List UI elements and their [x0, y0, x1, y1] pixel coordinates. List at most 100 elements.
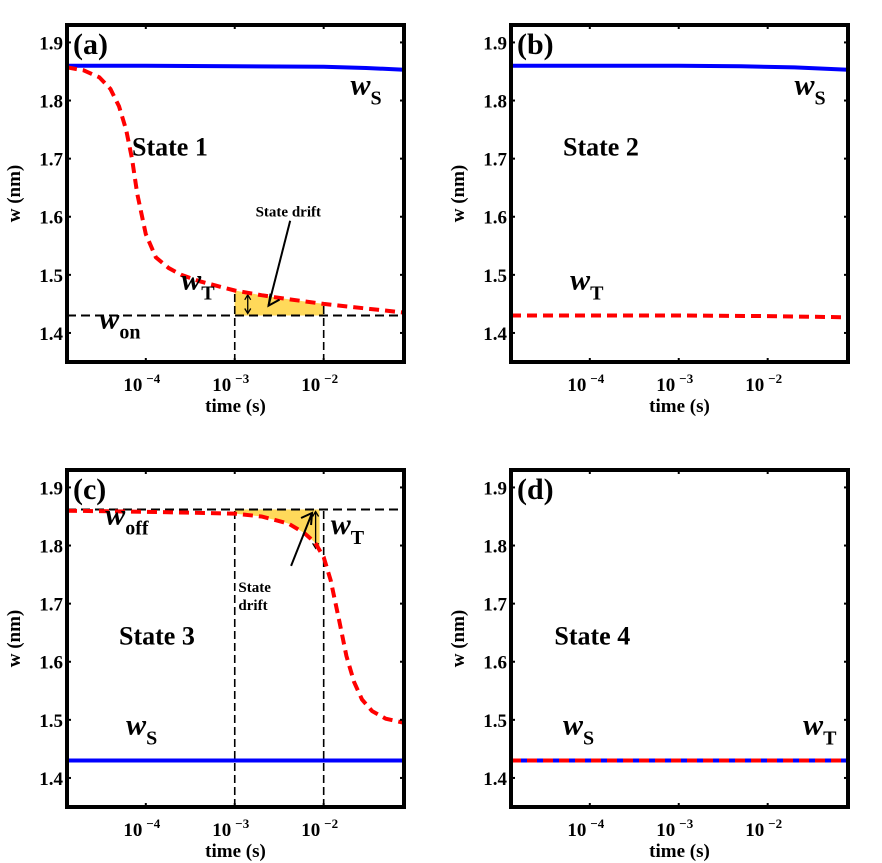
y-tick-label: 1.6 [39, 208, 63, 229]
y-tick-label: 1.7 [39, 150, 63, 171]
x-tick-base: 10 [745, 820, 764, 841]
wt-label-subscript: T [590, 282, 604, 304]
wt-label: wT [331, 508, 365, 549]
y-tick-label: 1.8 [483, 92, 507, 113]
x-tick-exponent: −3 [679, 816, 693, 831]
x-tick-base: 10 [567, 375, 586, 396]
x-tick-exponent: −4 [590, 371, 604, 386]
x-axis-title: time (s) [205, 841, 266, 862]
ws-label: wS [794, 69, 825, 110]
wt-label-subscript: T [201, 282, 215, 304]
wt-label-subscript: T [351, 527, 365, 549]
y-tick-label: 1.5 [39, 711, 63, 732]
y-axis-title: w (nm) [4, 610, 25, 668]
x-axis-title: time (s) [649, 841, 710, 862]
x-axis-title: time (s) [649, 396, 710, 417]
panel-d: 1.4 1.5 1.6 1.7 1.8 1.9 10 −4 10 −3 10 −2 time (s) w … [448, 468, 850, 862]
ws-label-subscript: S [146, 727, 157, 749]
x-tick-base: 10 [123, 820, 142, 841]
y-tick-label: 1.4 [39, 324, 63, 345]
panel-label: (a) [73, 28, 108, 61]
x-tick-label: 10 −4 [123, 371, 160, 396]
plot-area [67, 63, 404, 362]
drift-arrow-head-top [312, 510, 320, 517]
wt-label-symbol: w [331, 508, 352, 541]
y-tick-label: 1.4 [483, 324, 507, 345]
state-drift-label: State drift [256, 205, 321, 221]
y-tick-label: 1.8 [39, 537, 63, 558]
ws-label-symbol: w [126, 708, 147, 741]
state-label: State 3 [119, 621, 195, 650]
x-tick-exponent: −4 [146, 371, 160, 386]
ws-label-symbol: w [563, 708, 584, 741]
series-line-wS [511, 63, 848, 72]
y-axis-title: w (nm) [4, 165, 25, 223]
state-drift-arrow-head [300, 511, 314, 526]
woff-label-symbol: w [105, 499, 126, 532]
wt-label-symbol: w [570, 263, 591, 296]
state-label: State 2 [563, 133, 639, 162]
series-line-wT [67, 65, 404, 315]
x-tick-label: 10 −3 [656, 371, 693, 396]
plot-area [511, 63, 848, 320]
x-axis-title: time (s) [205, 396, 266, 417]
won-label-symbol: w [99, 302, 120, 335]
state-drift-arrow [290, 512, 313, 567]
x-tick-exponent: −3 [235, 816, 249, 831]
x-tick-base: 10 [123, 375, 142, 396]
x-tick-exponent: −2 [768, 816, 782, 831]
ws-label-symbol: w [350, 69, 371, 102]
y-tick-label: 1.7 [483, 595, 507, 616]
state-drift-label-line1: State [238, 580, 271, 596]
x-tick-label: 10 −2 [745, 371, 782, 396]
y-tick-label: 1.7 [483, 150, 507, 171]
woff-label: woff [105, 499, 149, 540]
ws-label-symbol: w [794, 69, 815, 102]
x-tick-base: 10 [656, 820, 675, 841]
ws-label-subscript: S [814, 88, 825, 110]
ws-label: wS [563, 708, 594, 749]
x-tick-label: 10 −4 [567, 816, 604, 841]
state-label: State 1 [132, 133, 208, 162]
wt-label-subscript: T [823, 727, 837, 749]
x-tick-label: 10 −4 [123, 816, 160, 841]
won-label-subscript: on [119, 321, 140, 343]
wt-label-symbol: w [803, 708, 824, 741]
y-tick-label: 1.7 [39, 595, 63, 616]
x-tick-label: 10 −4 [567, 371, 604, 396]
state-drift-arrow-head [267, 293, 281, 308]
y-tick-label: 1.9 [483, 33, 507, 54]
x-tick-exponent: −4 [146, 816, 160, 831]
state-drift-arrow [267, 220, 292, 306]
x-tick-base: 10 [745, 375, 764, 396]
panel-label: (b) [517, 28, 554, 61]
x-tick-exponent: −2 [324, 371, 338, 386]
x-tick-exponent: −2 [768, 371, 782, 386]
y-tick-label: 1.6 [39, 653, 63, 674]
x-tick-label: 10 −2 [745, 816, 782, 841]
y-tick-label: 1.4 [39, 769, 63, 790]
x-tick-exponent: −3 [235, 371, 249, 386]
panel-label: (c) [73, 473, 106, 506]
wt-label-symbol: w [181, 263, 202, 296]
x-tick-label: 10 −2 [301, 816, 338, 841]
panel-label: (d) [517, 473, 554, 506]
x-tick-label: 10 −3 [212, 816, 249, 841]
won-label: won [99, 302, 140, 343]
wt-label: wT [803, 708, 837, 749]
panel-b: 1.4 1.5 1.6 1.7 1.8 1.9 10 −4 10 −3 10 −2 time (s) w … [448, 23, 850, 417]
series-line-wS [67, 63, 404, 72]
x-tick-label: 10 −2 [301, 371, 338, 396]
wt-label: wT [181, 263, 215, 304]
wt-label: wT [570, 263, 604, 304]
y-tick-label: 1.8 [39, 92, 63, 113]
x-tick-base: 10 [212, 820, 231, 841]
y-tick-label: 1.4 [483, 769, 507, 790]
x-tick-label: 10 −3 [212, 371, 249, 396]
y-tick-label: 1.9 [39, 33, 63, 54]
y-tick-label: 1.5 [39, 266, 63, 287]
woff-label-subscript: off [125, 518, 149, 540]
y-axis-title: w (nm) [448, 165, 469, 223]
panel-c: 1.4 1.5 1.6 1.7 1.8 1.9 10 −4 10 −3 10 −2 time (s) w … [4, 468, 406, 862]
